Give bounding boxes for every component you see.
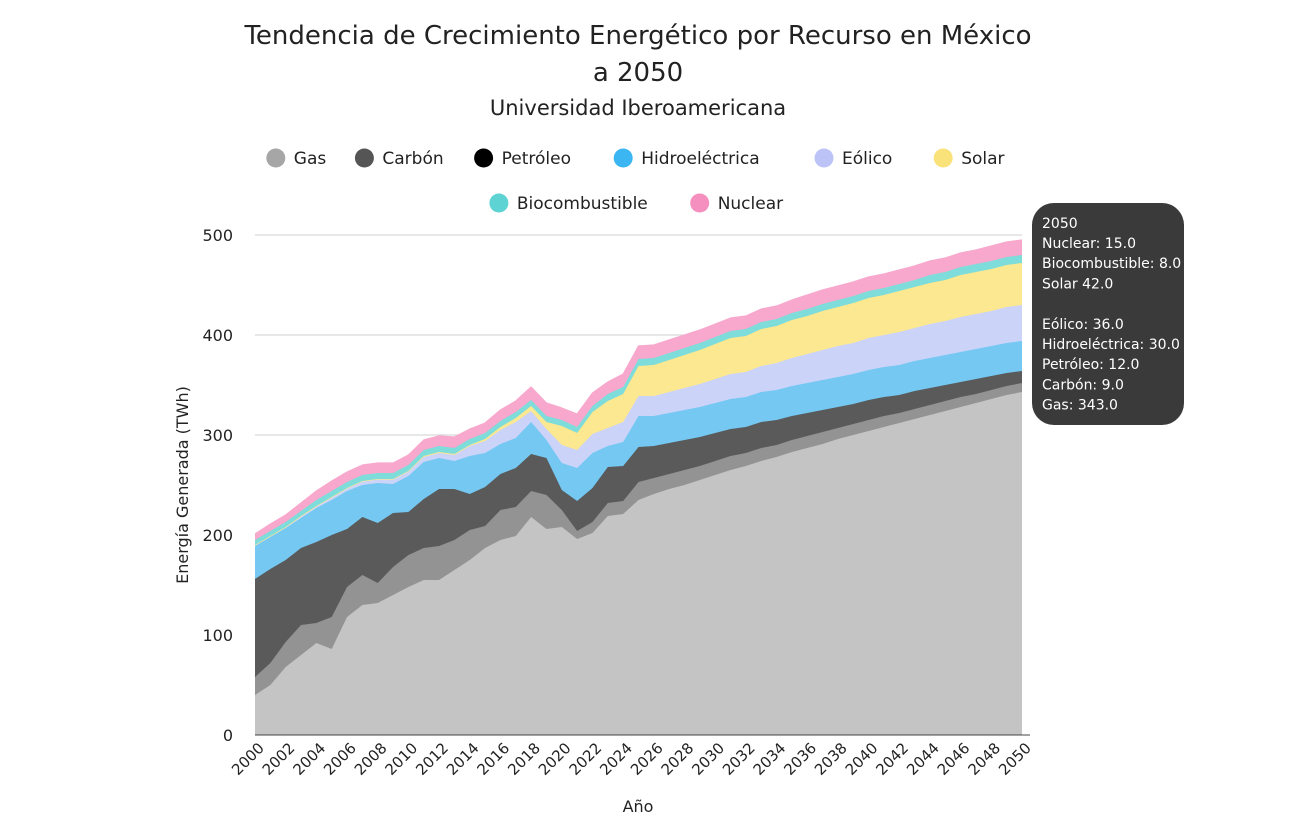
tooltip-line: Gas: 343.0: [1042, 398, 1118, 414]
tooltip-line: Petróleo: 12.0: [1042, 357, 1139, 373]
x-tick-label: 2036: [780, 739, 820, 779]
legend-item[interactable]: Nuclear: [690, 193, 783, 215]
x-tick-label: 2044: [903, 739, 943, 779]
x-tick-label: 2046: [934, 739, 974, 779]
x-tick-label: 2008: [351, 739, 391, 779]
y-tick-label: 200: [202, 526, 233, 545]
chart-title-line2: a 2050: [593, 58, 683, 88]
x-tick-label: 2018: [504, 739, 544, 779]
area-series-1: [255, 392, 1022, 735]
legend-label: Gas: [294, 149, 327, 169]
legend-label: Solar: [961, 149, 1004, 169]
legend-label: Nuclear: [718, 194, 783, 214]
x-tick-label: 2034: [750, 739, 790, 779]
legend-swatch: [354, 148, 374, 168]
y-tick-label: 400: [202, 326, 233, 345]
x-tick-label: 2012: [412, 739, 452, 779]
x-tick-label: 2038: [811, 739, 851, 779]
legend-swatch: [690, 193, 710, 213]
legend-swatch: [489, 193, 509, 213]
y-axis-ticks: 0 100 200 300 400 500: [202, 226, 233, 745]
x-tick-label: 2050: [995, 739, 1035, 779]
y-axis-label: Energía Generada (TWh): [173, 386, 192, 584]
y-tick-label: 500: [202, 226, 233, 245]
x-axis-label: Año: [623, 797, 654, 816]
area-series-6: [255, 263, 1022, 545]
tooltip-year: 2050: [1042, 216, 1078, 232]
x-tick-label: 2014: [443, 739, 483, 779]
x-tick-label: 2024: [596, 739, 636, 779]
x-tick-label: 2016: [474, 739, 514, 779]
stacked-areas: [254, 239, 1023, 735]
legend-label: Eólico: [842, 149, 892, 169]
y-tick-label: 300: [202, 426, 233, 445]
y-tick-label: 100: [202, 626, 233, 645]
tooltip: 2050 Nuclear: 15.0 Biocombustible: 8.0 Sola…: [1032, 203, 1184, 425]
legend-item[interactable]: Solar: [933, 148, 1005, 170]
tooltip-line: Eólico: 36.0: [1042, 317, 1124, 333]
legend-swatch: [933, 148, 953, 168]
y-tick-label: 0: [223, 726, 233, 745]
tooltip-line: Hidroeléctrica: 30.0: [1042, 337, 1180, 353]
legend-label: Hidroeléctrica: [641, 149, 759, 169]
tooltip-box: [1032, 203, 1184, 425]
legend-swatch: [474, 148, 494, 168]
legend-label: Carbón: [382, 149, 443, 169]
legend-label: Biocombustible: [517, 194, 648, 214]
area-series-5: [255, 305, 1022, 546]
tooltip-line: Solar 42.0: [1042, 276, 1113, 292]
x-tick-label: 2048: [964, 739, 1004, 779]
x-tick-label: 2030: [688, 739, 728, 779]
legend-swatch: [613, 148, 633, 168]
x-tick-label: 2040: [842, 739, 882, 779]
legend: Gas Carbón Petróleo Hidroeléctrica Eólico Sol…: [266, 148, 1005, 215]
area-series-8: [255, 240, 1022, 540]
x-tick-label: 2002: [259, 739, 299, 779]
x-tick-label: 2000: [228, 739, 268, 779]
legend-item[interactable]: Petróleo: [474, 148, 571, 170]
legend-swatch: [266, 148, 286, 168]
x-tick-label: 2022: [566, 739, 606, 779]
x-tick-label: 2026: [627, 739, 667, 779]
legend-item[interactable]: Biocombustible: [489, 193, 648, 215]
area-series-3: [255, 371, 1022, 677]
tooltip-line: Biocombustible: 8.0: [1042, 256, 1181, 272]
tooltip-line: Carbón: 9.0: [1042, 377, 1124, 393]
x-tick-label: 2010: [381, 739, 421, 779]
legend-label: Petróleo: [502, 149, 571, 169]
area-line-series-8: [254, 239, 1023, 535]
legend-item[interactable]: Gas: [266, 148, 327, 170]
x-tick-label: 2004: [289, 739, 329, 779]
x-tick-label: 2032: [719, 739, 759, 779]
x-axis-ticks: 2000200220042006200820102012201420162018…: [228, 739, 1035, 779]
legend-item[interactable]: Eólico: [814, 148, 893, 170]
x-tick-label: 2042: [872, 739, 912, 779]
legend-swatch: [814, 148, 834, 168]
legend-item[interactable]: Carbón: [354, 148, 444, 170]
x-tick-label: 2006: [320, 739, 360, 779]
x-tick-label: 2020: [535, 739, 575, 779]
tooltip-line: Nuclear: 15.0: [1042, 236, 1136, 252]
chart-subtitle: Universidad Iberoamericana: [490, 96, 786, 120]
chart-title: Tendencia de Crecimiento Energético por …: [243, 21, 1031, 51]
x-tick-label: 2028: [658, 739, 698, 779]
legend-item[interactable]: Hidroeléctrica: [613, 148, 760, 170]
area-series-4: [255, 341, 1022, 579]
